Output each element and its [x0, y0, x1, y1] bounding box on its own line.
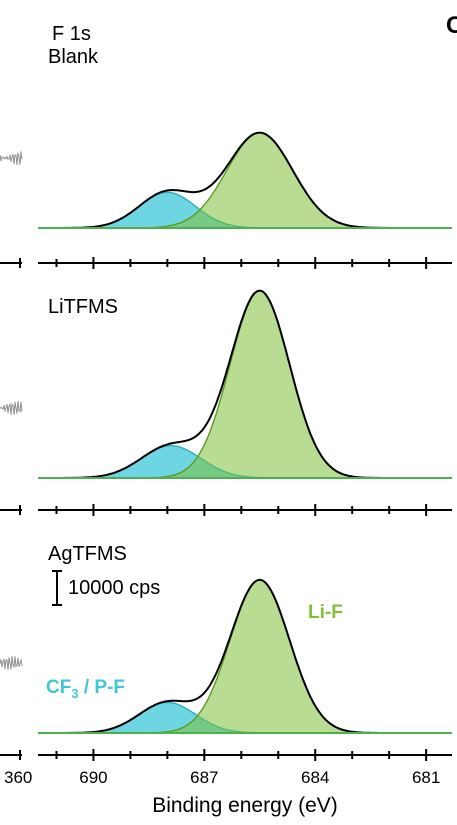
element-label: F 1s	[52, 23, 91, 45]
panel-title-litfms: LiTFMS	[48, 296, 118, 318]
panel-agtfms	[0, 578, 452, 734]
lif-annotation: Li-F	[308, 602, 343, 623]
x-tick-label: 687	[190, 768, 218, 787]
peak-fill-li-f	[38, 291, 452, 478]
panel-title-blank: Blank	[48, 46, 99, 68]
cf3-rest: / P-F	[79, 677, 125, 698]
x-axis-bottom	[0, 749, 452, 761]
raw-data-fragment	[0, 400, 23, 415]
axis-separator-2	[0, 504, 452, 516]
scale-bar-label: 10000 cps	[68, 577, 160, 599]
peak-fill-cf3-pf	[38, 192, 452, 228]
x-tick-label: 684	[301, 768, 329, 787]
peak-fill-li-f	[38, 132, 452, 228]
cf3-pf-annotation: CF3 / P-F	[46, 677, 125, 701]
x-axis-label: Binding energy (eV)	[152, 794, 338, 817]
raw-data-fragment	[0, 656, 23, 671]
cf3-subscript: 3	[71, 686, 78, 701]
spectra-layer	[0, 131, 452, 734]
axis-separator-1	[0, 257, 452, 269]
panel-litfms	[0, 289, 452, 479]
peak-fill-cf3-pf	[38, 702, 452, 733]
x-tick-label: 690	[79, 768, 107, 787]
peak-fill-li-f	[38, 580, 452, 733]
x-tick-label: 681	[412, 768, 440, 787]
peak-fill-cf3-pf	[38, 445, 452, 478]
axes-layer: 690 687 684 681	[0, 257, 452, 787]
left-cut-tick-label: 360	[4, 768, 32, 787]
panel-title-agtfms: AgTFMS	[48, 543, 127, 565]
scale-bar	[52, 570, 62, 606]
panel-blank	[0, 131, 452, 229]
raw-data-fragment	[0, 151, 23, 165]
panel-letter: C	[446, 12, 457, 39]
cf3-main: CF	[46, 677, 71, 698]
